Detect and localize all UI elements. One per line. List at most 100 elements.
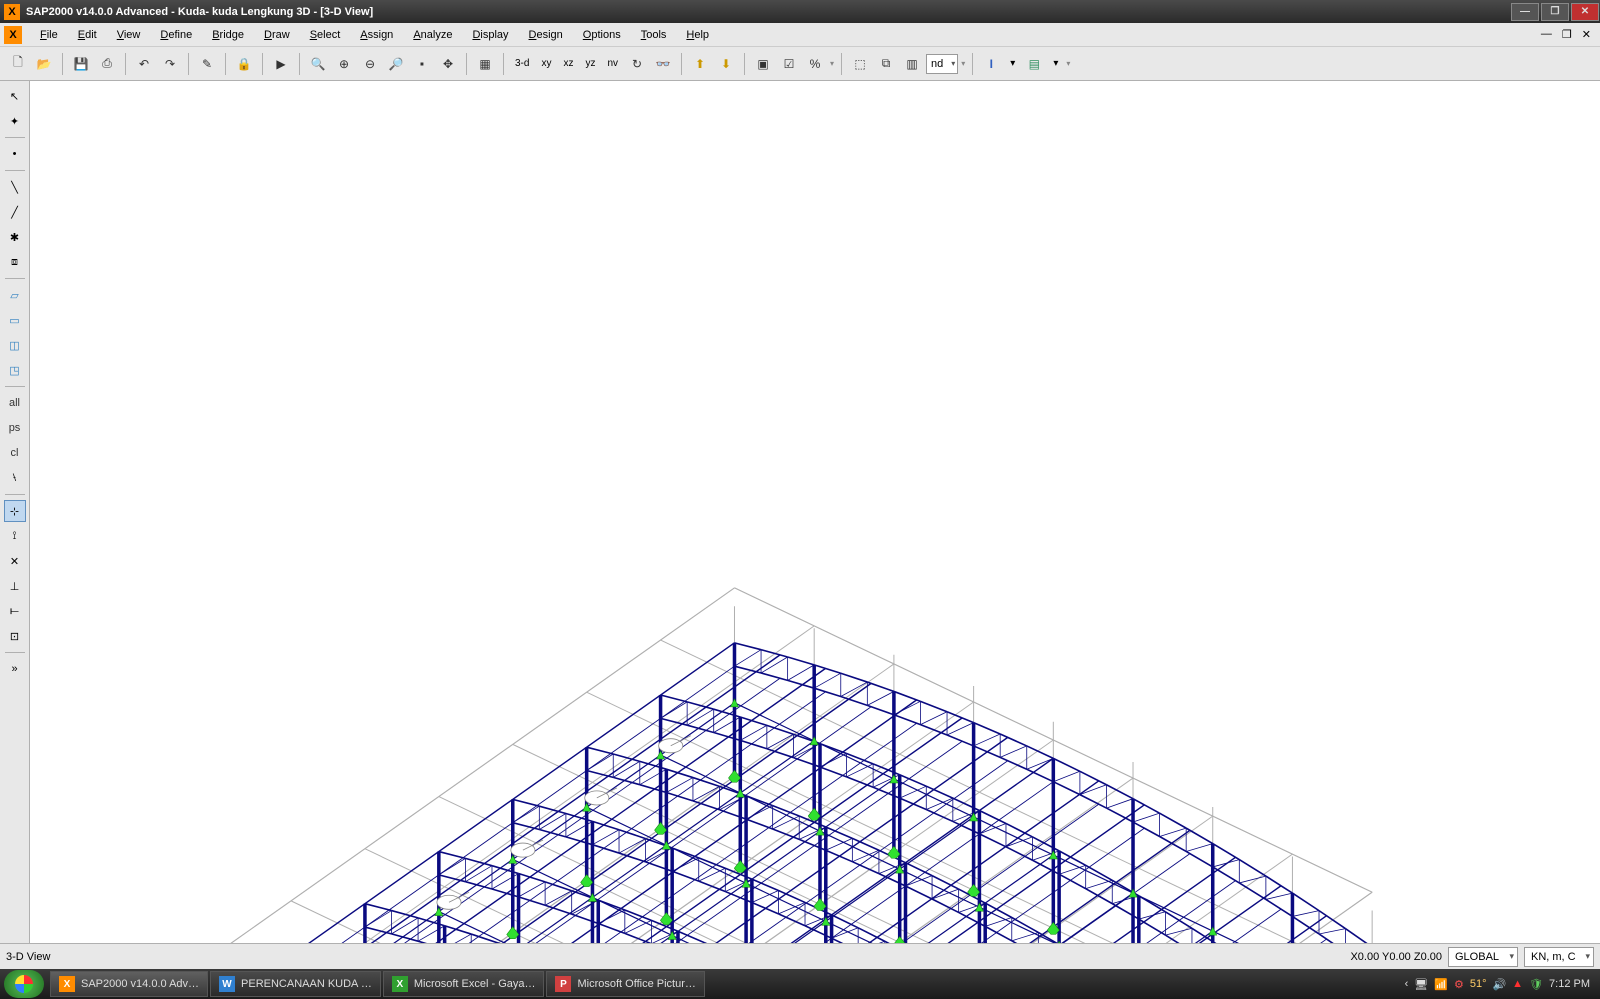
rotate-icon[interactable]: ↻: [625, 52, 649, 76]
zoom-extents-icon[interactable]: ⊕: [332, 52, 356, 76]
menu-assign[interactable]: Assign: [350, 25, 403, 45]
snap-grid-icon[interactable]: ⊡: [4, 625, 26, 647]
draw-solid-icon[interactable]: ◳: [4, 359, 26, 381]
steel-truss-icon[interactable]: ⧉: [874, 52, 898, 76]
perspective-icon[interactable]: 👓: [651, 52, 675, 76]
menu-select[interactable]: Select: [300, 25, 351, 45]
taskbar-item-label: SAP2000 v14.0.0 Adv…: [81, 978, 199, 990]
menu-bridge[interactable]: Bridge: [202, 25, 254, 45]
draw-brace-icon[interactable]: ✱: [4, 226, 26, 248]
i-section-drop[interactable]: ▾: [1005, 52, 1020, 76]
view-3d-button[interactable]: 3-d: [510, 52, 534, 76]
concrete-icon[interactable]: ▥: [900, 52, 924, 76]
tray-sync-icon[interactable]: ⚙: [1454, 978, 1464, 991]
tray-volume-icon[interactable]: 🔊: [1492, 978, 1506, 991]
zoom-window-icon[interactable]: 🔍: [306, 52, 330, 76]
print-icon[interactable]: ⎙: [95, 52, 119, 76]
menu-analyze[interactable]: Analyze: [403, 25, 462, 45]
intersect-line-icon[interactable]: ⧷: [4, 467, 26, 489]
move-up-icon[interactable]: ⬆: [688, 52, 712, 76]
area-section-icon[interactable]: ▤: [1022, 52, 1046, 76]
view-xy-button[interactable]: xy: [536, 52, 556, 76]
menu-design[interactable]: Design: [519, 25, 573, 45]
draw-frame-icon[interactable]: ╲: [4, 176, 26, 198]
menu-tools[interactable]: Tools: [631, 25, 677, 45]
taskbar-item[interactable]: XMicrosoft Excel - Gaya…: [383, 971, 545, 997]
draw-quick-rect-icon[interactable]: ◫: [4, 334, 26, 356]
show-grid-icon[interactable]: ▦: [473, 52, 497, 76]
minimize-button[interactable]: —: [1511, 3, 1539, 21]
ratio-icon[interactable]: %: [803, 52, 827, 76]
named-view-combo[interactable]: nd: [926, 54, 958, 74]
tray-clock: 7:12 PM: [1549, 978, 1590, 990]
more-icon[interactable]: »: [4, 658, 26, 680]
mdi-controls: — ❐ ✕: [1536, 28, 1600, 41]
open-file-icon[interactable]: 📂: [32, 52, 56, 76]
clear-select-button[interactable]: cl: [4, 442, 26, 464]
taskbar-item-label: Microsoft Office Pictur…: [577, 978, 695, 990]
draw-rect-icon[interactable]: ▭: [4, 309, 26, 331]
menu-edit[interactable]: Edit: [68, 25, 107, 45]
menu-define[interactable]: Define: [150, 25, 202, 45]
maximize-button[interactable]: ❐: [1541, 3, 1569, 21]
object-icon[interactable]: ▣: [751, 52, 775, 76]
select-all-button[interactable]: all: [4, 392, 26, 414]
mdi-restore-button[interactable]: ❐: [1557, 28, 1577, 41]
menu-display[interactable]: Display: [462, 25, 518, 45]
lock-icon[interactable]: 🔒: [232, 52, 256, 76]
move-down-icon[interactable]: ⬇: [714, 52, 738, 76]
tray-network-icon[interactable]: 📶: [1434, 978, 1448, 991]
select-prev-button[interactable]: ps: [4, 417, 26, 439]
taskbar-item[interactable]: PMicrosoft Office Pictur…: [546, 971, 704, 997]
tray-shield-icon[interactable]: 🛡: [1529, 978, 1543, 991]
units-combo[interactable]: KN, m, C: [1524, 947, 1594, 967]
mdi-minimize-button[interactable]: —: [1536, 28, 1557, 41]
menu-view[interactable]: View: [107, 25, 151, 45]
save-icon[interactable]: 💾: [69, 52, 93, 76]
run-icon[interactable]: ▶: [269, 52, 293, 76]
zoom-previous-icon[interactable]: ⊖: [358, 52, 382, 76]
toolbar-overflow2-icon[interactable]: ▾: [960, 59, 966, 68]
tray-monitor-icon[interactable]: 🖥: [1414, 978, 1428, 991]
i-section-icon[interactable]: I: [979, 52, 1003, 76]
pointer-icon[interactable]: ↖: [4, 85, 26, 107]
menu-draw[interactable]: Draw: [254, 25, 300, 45]
menu-file[interactable]: File: [30, 25, 68, 45]
snap-point-icon[interactable]: ⊹: [4, 500, 26, 522]
menu-help[interactable]: Help: [676, 25, 719, 45]
new-file-icon[interactable]: 🗋: [6, 52, 30, 76]
coord-system-combo[interactable]: GLOBAL: [1448, 947, 1518, 967]
tray-antivirus-icon[interactable]: ▲: [1512, 978, 1523, 990]
snap-intersection-icon[interactable]: ✕: [4, 550, 26, 572]
zoom-in-icon[interactable]: 🔎: [384, 52, 408, 76]
taskbar-item[interactable]: WPERENCANAAN KUDA …: [210, 971, 381, 997]
point-icon[interactable]: •: [4, 143, 26, 165]
draw-area-icon[interactable]: ▱: [4, 284, 26, 306]
pencil-icon[interactable]: ✎: [195, 52, 219, 76]
toolbar-overflow-icon[interactable]: ▾: [829, 59, 835, 68]
reshape-icon[interactable]: ✦: [4, 110, 26, 132]
snap-line-icon[interactable]: ⟝: [4, 600, 26, 622]
taskbar-item[interactable]: XSAP2000 v14.0.0 Adv…: [50, 971, 208, 997]
menu-options[interactable]: Options: [573, 25, 631, 45]
steel-frame-icon[interactable]: ⬚: [848, 52, 872, 76]
draw-secondary-icon[interactable]: ⧈: [4, 251, 26, 273]
toolbar-overflow3-icon[interactable]: ▾: [1065, 59, 1071, 68]
element-icon[interactable]: ☑: [777, 52, 801, 76]
snap-perpendicular-icon[interactable]: ⊥: [4, 575, 26, 597]
pan-icon[interactable]: ✥: [436, 52, 460, 76]
view-yz-button[interactable]: yz: [580, 52, 600, 76]
undo-icon[interactable]: ↶: [132, 52, 156, 76]
mdi-close-button[interactable]: ✕: [1577, 28, 1596, 41]
draw-frame2-icon[interactable]: ╱: [4, 201, 26, 223]
redo-icon[interactable]: ↷: [158, 52, 182, 76]
view-xz-button[interactable]: xz: [558, 52, 578, 76]
start-button[interactable]: [4, 970, 44, 998]
view-nv-button[interactable]: nv: [602, 52, 623, 76]
close-button[interactable]: ✕: [1571, 3, 1599, 21]
zoom-out-icon[interactable]: 🞍: [410, 52, 434, 76]
area-section-drop[interactable]: ▾: [1048, 52, 1063, 76]
viewport-3d[interactable]: [30, 81, 1600, 943]
tray-expand-icon[interactable]: ‹: [1405, 978, 1409, 990]
snap-midpoint-icon[interactable]: ⟟: [4, 525, 26, 547]
